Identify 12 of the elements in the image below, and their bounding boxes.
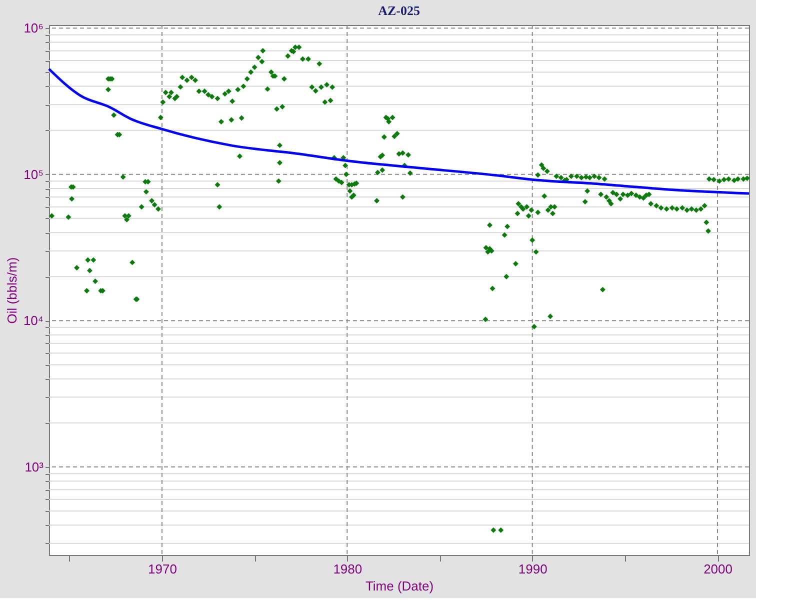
x-tick-label: 2000 [704, 562, 732, 576]
chart-title: AZ-025 [378, 3, 420, 18]
line-series [48, 68, 750, 195]
y-tick-label: 10³ [24, 459, 44, 474]
y-axis-title: Oil (bbls/m) [4, 257, 20, 324]
y-tick-label: 10⁶ [24, 20, 44, 36]
x-tick-label: 1990 [518, 562, 548, 576]
x-tick-label: 1980 [333, 562, 362, 576]
x-axis-title: Time (Date) [365, 578, 434, 594]
y-tick-label: 10⁴ [23, 313, 44, 328]
y-tick-label: 10⁵ [24, 166, 44, 182]
x-tick-label: 1970 [148, 562, 177, 576]
